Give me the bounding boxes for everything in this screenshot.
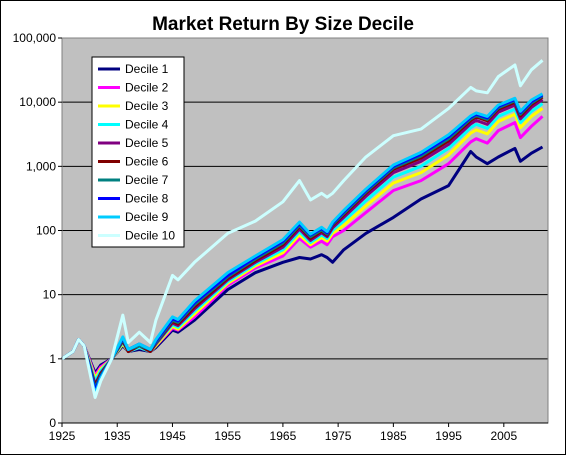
- legend-label: Decile 8: [125, 192, 169, 206]
- x-tick-label: 1925: [49, 429, 76, 443]
- chart-title: Market Return By Size Decile: [152, 14, 414, 35]
- series-lines: [61, 59, 544, 399]
- legend: Decile 1 Decile 2 Decile 3 Decile 4 Decile 5…: [91, 56, 185, 248]
- y-axis-ticks: 0 1 10 100 1,000 10,000 100,000: [13, 31, 62, 430]
- series-line-decile-10: [61, 59, 544, 399]
- x-tick-label: 1945: [159, 429, 186, 443]
- y-tick-label: 10,000: [19, 95, 56, 109]
- legend-label: Decile 2: [125, 81, 169, 95]
- legend-label: Decile 6: [125, 155, 169, 169]
- y-tick-label: 0: [49, 416, 56, 430]
- x-tick-label: 1985: [380, 429, 407, 443]
- y-tick-label: 1,000: [26, 159, 56, 173]
- y-tick-label: 10: [43, 288, 57, 302]
- legend-label: Decile 3: [125, 99, 169, 113]
- legend-label: Decile 10: [125, 229, 175, 243]
- y-tick-label: 100,000: [13, 31, 57, 45]
- legend-label: Decile 9: [125, 210, 169, 224]
- x-tick-label: 1975: [325, 429, 352, 443]
- legend-label: Decile 5: [125, 136, 169, 150]
- y-tick-label: 1: [49, 352, 56, 366]
- legend-label: Decile 1: [125, 62, 169, 76]
- x-tick-label: 1955: [214, 429, 241, 443]
- x-tick-label: 1935: [104, 429, 131, 443]
- x-tick-label: 1995: [435, 429, 462, 443]
- legend-label: Decile 4: [125, 118, 169, 132]
- x-tick-label: 1965: [270, 429, 297, 443]
- y-tick-label: 100: [36, 224, 56, 238]
- x-axis-ticks: 1925 1935 1945 1955 1965 1975 1985 1995 2005: [49, 422, 548, 443]
- legend-label: Decile 7: [125, 173, 169, 187]
- x-tick-label: 2005: [490, 429, 517, 443]
